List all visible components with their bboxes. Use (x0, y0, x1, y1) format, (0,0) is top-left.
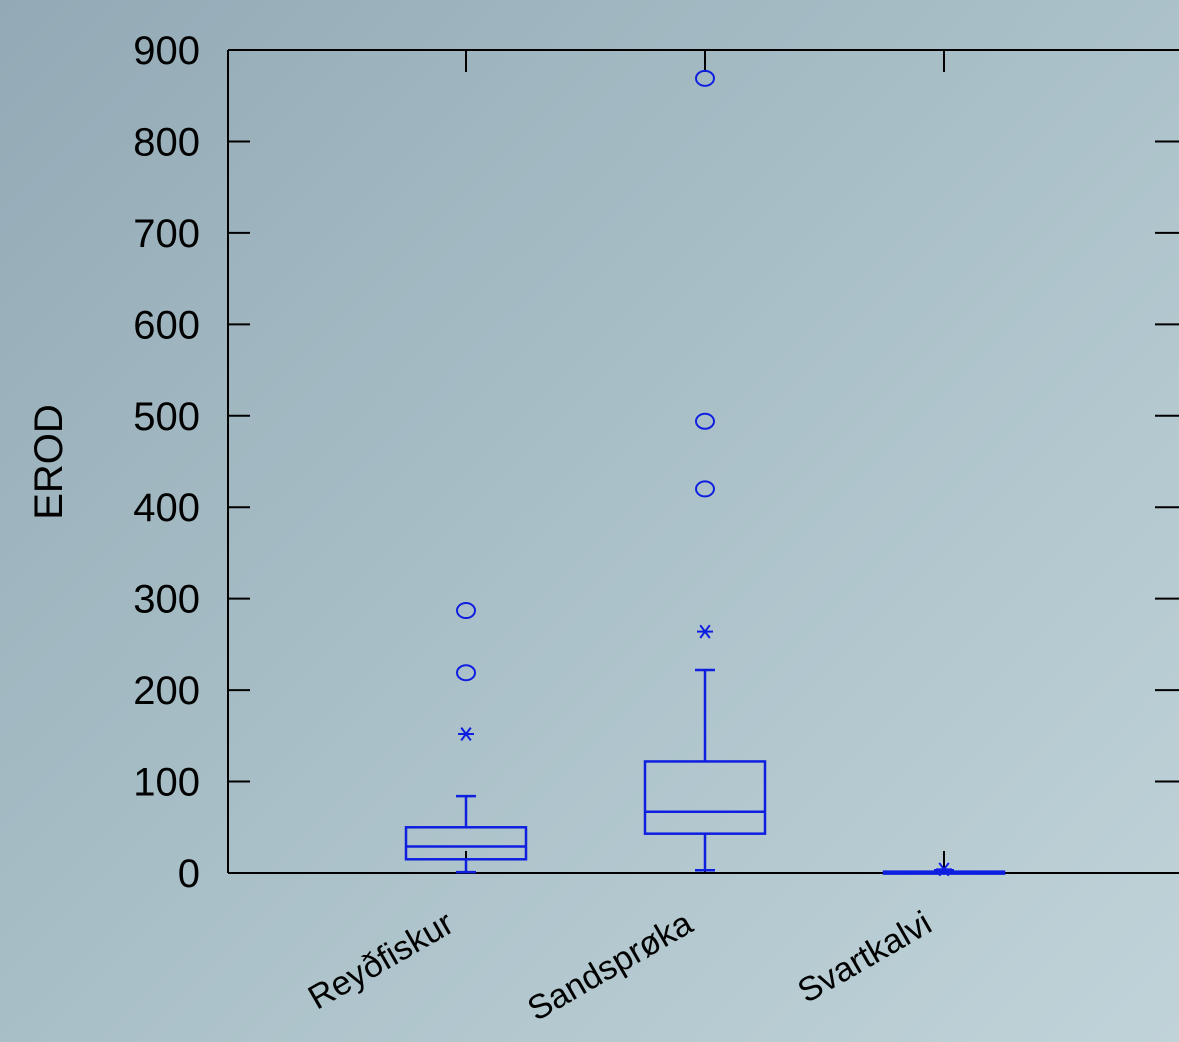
outlier-star (936, 862, 952, 877)
box-group (643, 69, 767, 872)
star-stroke (938, 862, 950, 877)
outlier-circle (695, 480, 715, 498)
x-category-label: Svartkalvi (791, 904, 938, 1011)
star-stroke (699, 624, 711, 639)
star-stroke (460, 727, 472, 742)
y-tick-label: 500 (133, 395, 200, 439)
outlier-circle (456, 664, 476, 682)
y-tick-label: 800 (133, 120, 200, 164)
outlier-star (458, 727, 474, 742)
y-tick-label: 100 (133, 761, 200, 805)
box-iqr (643, 760, 767, 835)
box-iqr (404, 826, 528, 861)
outlier-circle (695, 69, 715, 87)
y-tick-label: 700 (133, 212, 200, 256)
outlier-circle (695, 412, 715, 430)
y-axis-label: EROD (27, 404, 71, 520)
boxes (404, 69, 1006, 877)
y-tick-label: 400 (133, 486, 200, 530)
y-tick-label: 600 (133, 303, 200, 347)
y-tick-label: 300 (133, 578, 200, 622)
y-tick-label: 200 (133, 669, 200, 713)
outlier-star (697, 624, 713, 639)
box-group (882, 862, 1006, 877)
y-tick-label: 0 (178, 852, 200, 896)
outlier-circle (456, 602, 476, 620)
box-group (404, 602, 528, 874)
x-category-label: Sandsprøka (521, 904, 699, 1029)
y-tick-label: 900 (133, 29, 200, 73)
y-ticks: 0 100 200 300 400 500 600 700 800 900 (133, 29, 1179, 896)
x-category-label: Reyðfiskur (302, 904, 460, 1017)
x-ticks: Reyðfiskur Sandsprøka Svartkalvi (302, 50, 945, 1029)
